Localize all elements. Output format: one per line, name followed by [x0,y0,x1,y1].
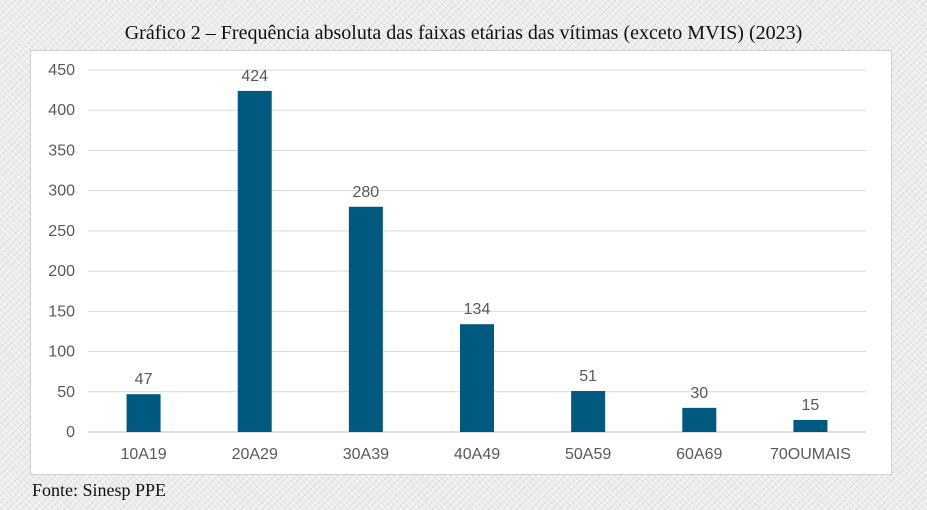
y-tick-label: 250 [48,223,75,240]
chart-title: Gráfico 2 – Frequência absoluta das faix… [124,22,803,44]
gridlines [88,69,866,433]
data-label: 15 [802,397,820,414]
data-label: 30 [690,385,708,402]
y-tick-label: 450 [48,62,75,79]
x-tick-label: 20A29 [232,446,278,463]
x-tick-label: 60A69 [676,446,722,463]
bar-10a19 [126,394,161,432]
chart-source: Fonte: Sinesp PPE [32,480,167,500]
data-label: 424 [241,68,268,85]
x-tick-label: 70OUMAIS [770,446,851,463]
bar-chart: 0 50 100 150 200 250 300 350 400 450 47 424 280 134 5… [48,62,866,463]
data-label: 51 [579,368,597,385]
x-tick-label: 40A49 [454,446,500,463]
data-labels: 47 424 280 134 51 30 15 [135,68,820,414]
bar-70oumais [793,419,828,432]
bars [126,90,828,432]
chart-panel: 0 50 100 150 200 250 300 350 400 450 47 424 280 134 5… [30,50,892,475]
x-tick-label: 10A19 [120,446,166,463]
y-tick-label: 300 [48,183,75,200]
x-axis-ticks: 10A19 20A29 30A39 40A49 50A59 60A69 70OUMAIS [120,446,850,463]
y-tick-label: 350 [48,142,75,159]
bar-20a29 [237,90,272,432]
y-tick-label: 100 [48,344,75,361]
data-label: 47 [135,371,153,388]
y-tick-label: 150 [48,303,75,320]
x-tick-label: 30A39 [343,446,389,463]
y-tick-label: 50 [57,384,75,401]
x-tick-label: 50A59 [565,446,611,463]
bar-30a39 [348,206,383,432]
data-label: 134 [464,301,491,318]
y-axis-ticks: 0 50 100 150 200 250 300 350 400 450 [48,62,75,441]
bar-60a69 [682,407,717,432]
bar-40a49 [460,324,494,432]
bar-50a59 [571,390,606,432]
y-tick-label: 400 [48,102,75,119]
y-tick-label: 0 [66,424,75,441]
data-label: 280 [353,184,380,201]
y-tick-label: 200 [48,263,75,280]
